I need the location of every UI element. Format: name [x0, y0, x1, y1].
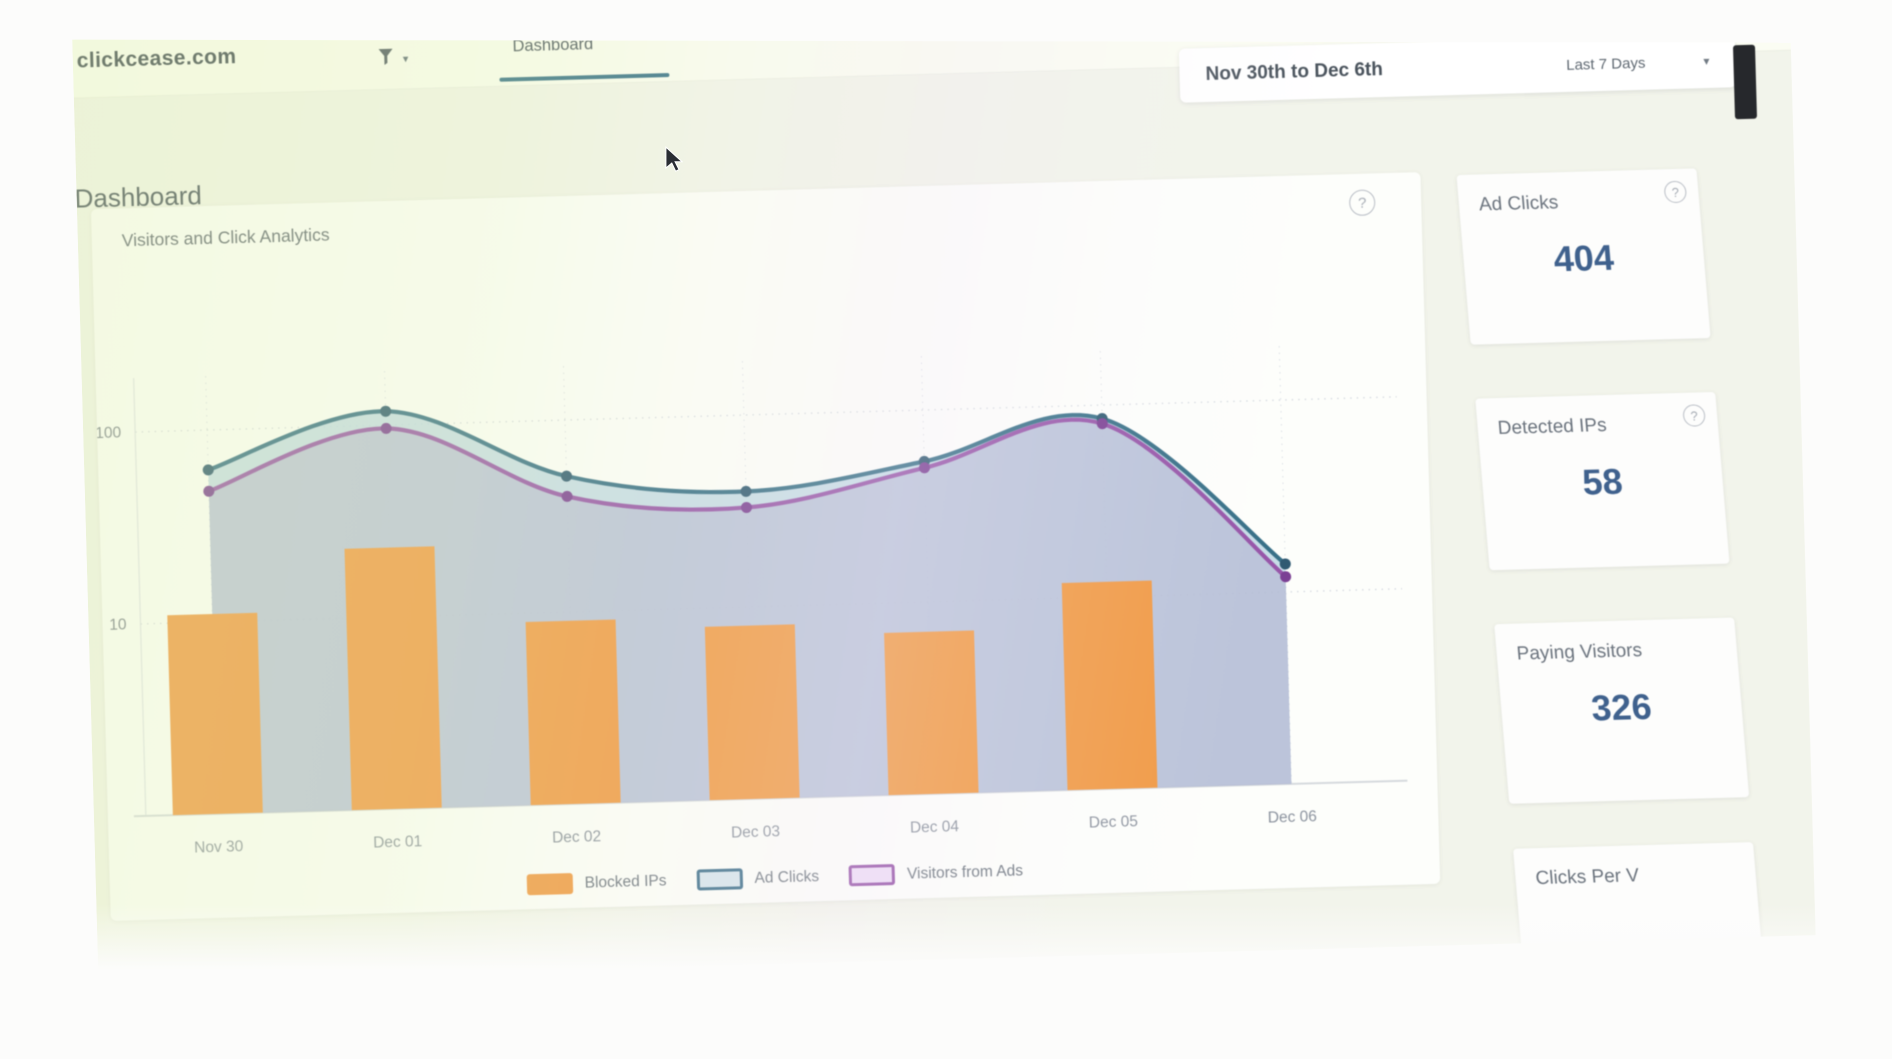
- combo-chart: 100 10 Nov 30 Dec 01 Dec 02 Dec 03 Dec 04 Dec 0…: [91, 172, 1440, 921]
- x-tick-label: Dec 02: [552, 828, 602, 846]
- stat-card-value: 326: [1589, 685, 1654, 729]
- stat-card-label: Detected IPs: [1496, 414, 1608, 439]
- analytics-chart-card: Visitors and Click Analytics ? 100 10 Nov …: [91, 172, 1440, 921]
- stat-card: Ad Clicks ? 404: [1456, 168, 1710, 344]
- x-tick-label: Nov 30: [194, 838, 244, 856]
- legend-swatch: [696, 868, 743, 890]
- period-select[interactable]: Last 7 Days: [1565, 54, 1646, 74]
- legend-swatch: [526, 873, 573, 895]
- stat-card-label: Ad Clicks: [1478, 192, 1560, 216]
- adjacent-window-edge: [1733, 45, 1757, 120]
- stat-card-value: [1539, 908, 1739, 914]
- funnel-icon: [379, 49, 394, 70]
- stat-cards-column: Ad Clicks ? 404 Detected IPs ? 58 Paying…: [1456, 168, 1767, 1018]
- top-navbar: clickcease.com ▾ Dashboard: [60, 0, 1791, 99]
- chevron-down-icon: ▾: [402, 53, 409, 66]
- stat-card: Paying Visitors 326: [1494, 617, 1749, 803]
- tab-dashboard[interactable]: Dashboard: [512, 35, 594, 56]
- x-tick-label: Dec 05: [1089, 813, 1139, 831]
- x-tick-label: Dec 06: [1268, 808, 1318, 826]
- legend-swatch: [849, 864, 896, 886]
- stat-card-value: 58: [1580, 460, 1625, 503]
- domain-dropdown[interactable]: ▾: [379, 48, 409, 70]
- legend-item-label: Visitors from Ads: [906, 861, 1024, 883]
- stat-card: Clicks Per V: [1513, 842, 1767, 1018]
- app-window: clickcease.com ▾ Dashboard Nov 30th to D…: [60, 0, 1816, 984]
- site-logo: clickcease.com: [76, 45, 237, 73]
- mouse-cursor-icon: [664, 145, 684, 178]
- x-tick-label: Dec 01: [373, 833, 423, 851]
- legend-item-label: Ad Clicks: [754, 867, 820, 887]
- legend-item[interactable]: Blocked IPs: [526, 870, 666, 895]
- photographed-screen: { "navbar": { "logo": "clickcease.com", …: [0, 0, 1892, 986]
- y-tick-label: 10: [109, 616, 127, 633]
- stat-card-value: 404: [1551, 236, 1616, 280]
- stat-card: Detected IPs ? 58: [1475, 392, 1729, 570]
- y-tick-label: 100: [95, 424, 122, 442]
- stat-card-label: Paying Visitors: [1515, 640, 1643, 665]
- x-tick-label: Dec 04: [910, 818, 960, 836]
- chevron-down-icon: ▾: [1703, 53, 1710, 69]
- legend-item-label: Blocked IPs: [584, 871, 667, 892]
- date-range-label: Nov 30th to Dec 6th: [1205, 59, 1384, 86]
- stat-card-label: Clicks Per V: [1534, 865, 1640, 890]
- legend-item[interactable]: Ad Clicks: [696, 866, 819, 890]
- active-tab-underline: [499, 73, 669, 82]
- x-tick-label: Dec 03: [731, 823, 781, 841]
